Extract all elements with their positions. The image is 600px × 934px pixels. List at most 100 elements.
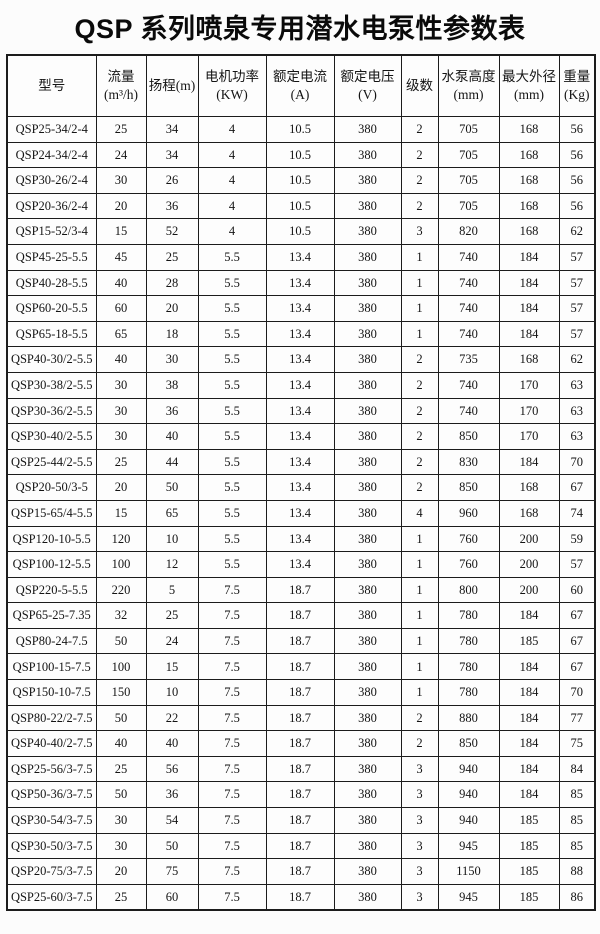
- motor-power-cell: 5.5: [197, 371, 267, 399]
- flow-cell: 120: [95, 525, 147, 553]
- weight-cell: 57: [558, 295, 596, 322]
- rated-voltage-cell: 380: [333, 141, 402, 169]
- max-diameter-cell: 184: [498, 679, 560, 706]
- stages-cell: 1: [400, 243, 439, 271]
- table-row: QSP25-34/2-4 25 34 4 10.5 380 2 705 168 56: [6, 116, 596, 143]
- flow-cell: 45: [95, 243, 147, 271]
- flow-cell: 150: [95, 679, 147, 706]
- flow-cell: 30: [95, 807, 147, 834]
- rated-voltage-cell: 380: [333, 755, 402, 783]
- head-cell: 75: [145, 858, 199, 885]
- max-diameter-cell: 168: [498, 474, 560, 501]
- max-diameter-cell: 200: [498, 525, 560, 553]
- pump-height-cell: 940: [437, 807, 500, 834]
- model-cell: QSP30-50/3-7.5: [6, 832, 97, 860]
- flow-cell: 25: [95, 116, 147, 143]
- pump-height-cell: 740: [437, 371, 500, 399]
- max-diameter-cell: 184: [498, 781, 560, 809]
- table-row: QSP24-34/2-4 24 34 4 10.5 380 2 705 168 56: [6, 141, 596, 169]
- flow-cell: 60: [95, 295, 147, 322]
- table-row: QSP150-10-7.5 150 10 7.5 18.7 380 1 780 184 70: [6, 679, 596, 706]
- head-cell: 52: [145, 218, 199, 245]
- max-diameter-cell: 168: [498, 218, 560, 245]
- weight-cell: 70: [558, 679, 596, 706]
- motor-power-cell: 5.5: [197, 499, 267, 527]
- rated-voltage-cell: 380: [333, 551, 402, 578]
- table-row: QSP40-40/2-7.5 40 40 7.5 18.7 380 2 850 184 75: [6, 730, 596, 757]
- max-diameter-cell: 170: [498, 397, 560, 425]
- model-cell: QSP30-40/2-5.5: [6, 423, 97, 450]
- stages-cell: 3: [400, 883, 439, 911]
- model-cell: QSP40-30/2-5.5: [6, 346, 97, 373]
- max-diameter-cell: 170: [498, 423, 560, 450]
- pump-height-cell: 735: [437, 346, 500, 373]
- weight-cell: 57: [558, 269, 596, 297]
- table-row: QSP30-38/2-5.5 30 38 5.5 13.4 380 2 740 170 63: [6, 371, 596, 399]
- model-cell: QSP60-20-5.5: [6, 295, 97, 322]
- weight-cell: 86: [558, 883, 596, 911]
- head-cell: 36: [145, 397, 199, 425]
- table-header: 型号 流量 (m³/h) 扬程(m) 电机功率 (KW) 额定电流 (A) 额定…: [6, 54, 596, 117]
- head-cell: 40: [145, 730, 199, 757]
- table-row: QSP25-60/3-7.5 25 60 7.5 18.7 380 3 945 185 86: [6, 883, 596, 911]
- max-diameter-cell: 184: [498, 704, 560, 732]
- motor-power-cell: 7.5: [197, 781, 267, 809]
- rated-voltage-cell: 380: [333, 883, 402, 911]
- head-cell: 56: [145, 755, 199, 783]
- stages-cell: 3: [400, 218, 439, 245]
- motor-power-cell: 7.5: [197, 832, 267, 860]
- header-rated-current: 额定电流 (A): [265, 54, 335, 117]
- head-cell: 22: [145, 704, 199, 732]
- rated-voltage-cell: 380: [333, 423, 402, 450]
- stages-cell: 3: [400, 807, 439, 834]
- header-head: 扬程(m): [145, 54, 199, 117]
- rated-voltage-cell: 380: [333, 627, 402, 655]
- rated-current-cell: 13.4: [265, 397, 335, 425]
- weight-cell: 56: [558, 167, 596, 194]
- rated-current-cell: 13.4: [265, 295, 335, 322]
- pump-height-cell: 740: [437, 295, 500, 322]
- rated-voltage-cell: 380: [333, 858, 402, 885]
- flow-cell: 100: [95, 653, 147, 681]
- max-diameter-cell: 168: [498, 167, 560, 194]
- head-cell: 40: [145, 423, 199, 450]
- flow-cell: 20: [95, 858, 147, 885]
- stages-cell: 3: [400, 755, 439, 783]
- stages-cell: 2: [400, 371, 439, 399]
- weight-cell: 57: [558, 320, 596, 348]
- weight-cell: 67: [558, 653, 596, 681]
- model-cell: QSP80-22/2-7.5: [6, 704, 97, 732]
- motor-power-cell: 4: [197, 192, 267, 220]
- pump-height-cell: 780: [437, 679, 500, 706]
- model-cell: QSP25-34/2-4: [6, 116, 97, 143]
- max-diameter-cell: 185: [498, 883, 560, 911]
- pump-height-cell: 780: [437, 602, 500, 629]
- table-row: QSP80-22/2-7.5 50 22 7.5 18.7 380 2 880 184 77: [6, 704, 596, 732]
- pump-height-cell: 1150: [437, 858, 500, 885]
- pump-height-cell: 780: [437, 627, 500, 655]
- table-row: QSP80-24-7.5 50 24 7.5 18.7 380 1 780 185 67: [6, 627, 596, 655]
- max-diameter-cell: 184: [498, 653, 560, 681]
- motor-power-cell: 4: [197, 116, 267, 143]
- rated-current-cell: 18.7: [265, 576, 335, 604]
- stages-cell: 1: [400, 320, 439, 348]
- max-diameter-cell: 185: [498, 832, 560, 860]
- motor-power-cell: 5.5: [197, 551, 267, 578]
- motor-power-cell: 5.5: [197, 525, 267, 553]
- rated-current-cell: 13.4: [265, 474, 335, 501]
- stages-cell: 2: [400, 397, 439, 425]
- flow-cell: 220: [95, 576, 147, 604]
- head-cell: 15: [145, 653, 199, 681]
- flow-cell: 30: [95, 167, 147, 194]
- pump-height-cell: 850: [437, 730, 500, 757]
- flow-cell: 100: [95, 551, 147, 578]
- header-rated-voltage: 额定电压 (V): [333, 54, 402, 117]
- max-diameter-cell: 168: [498, 116, 560, 143]
- model-cell: QSP220-5-5.5: [6, 576, 97, 604]
- head-cell: 5: [145, 576, 199, 604]
- model-cell: QSP15-65/4-5.5: [6, 499, 97, 527]
- rated-voltage-cell: 380: [333, 116, 402, 143]
- stages-cell: 2: [400, 116, 439, 143]
- pump-height-cell: 880: [437, 704, 500, 732]
- model-cell: QSP65-18-5.5: [6, 320, 97, 348]
